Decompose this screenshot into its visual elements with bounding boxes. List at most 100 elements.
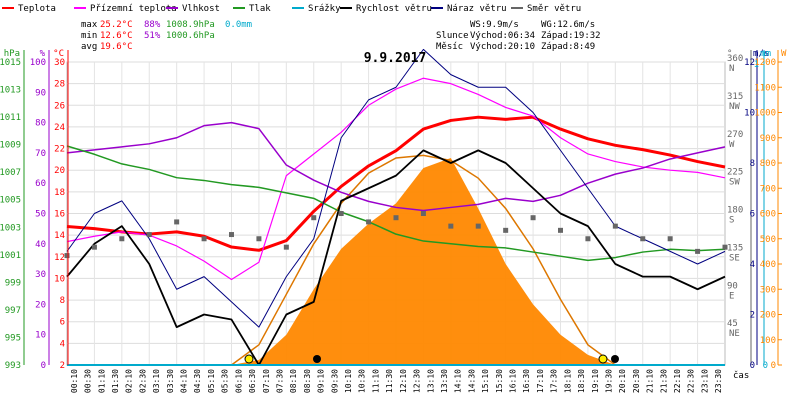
direction-tick-dir: SE — [729, 253, 740, 263]
humidity-tick-label: 60 — [35, 179, 46, 189]
temperature-tick-label: 10 — [54, 274, 65, 284]
wind-direction-point — [174, 219, 180, 225]
sun-moon-markers — [244, 354, 619, 364]
time-tick-label: 12:10 — [399, 369, 408, 393]
pressure-tick-label: 1003 — [0, 223, 21, 233]
pressure-tick-label: 1007 — [0, 168, 21, 178]
sun-rise: Východ:06:34 — [470, 31, 535, 41]
humidity-tick-label: 80 — [35, 119, 46, 129]
wind-direction-point — [667, 236, 673, 242]
wind-direction-point — [338, 211, 344, 216]
wind-gust-info: WG:12.6m/s — [541, 20, 595, 30]
legend-label: Rychlost větru — [356, 4, 432, 14]
wind-tick-label: 6 — [750, 210, 755, 220]
temperature-tick-label: 8 — [60, 296, 65, 306]
direction-tick-dir: S — [729, 216, 734, 226]
time-tick-label: 19:30 — [604, 369, 613, 393]
sunrise-marker — [244, 354, 254, 364]
direction-tick-dir: NE — [729, 329, 740, 339]
time-tick-label: 19:10 — [591, 369, 600, 393]
direction-tick-label: 135 — [727, 243, 743, 253]
moonset-marker — [313, 355, 321, 363]
time-tick-label: 11:10 — [371, 369, 380, 393]
pressure-tick-label: 995 — [5, 333, 21, 343]
series-layer — [64, 48, 728, 366]
wind-direction-point — [201, 236, 207, 242]
time-tick-label: 01:10 — [97, 369, 106, 393]
sun-set: Západ:19:32 — [541, 31, 601, 41]
wind-tick-label: 8 — [750, 159, 755, 169]
time-tick-label: 08:30 — [303, 369, 312, 393]
humidity-tick-label: 0 — [41, 361, 46, 371]
series-line-prizemni-teplota — [66, 77, 726, 281]
time-tick-label: 23:30 — [714, 369, 723, 393]
solar-tick-label: 300 — [760, 285, 776, 295]
time-tick-label: 06:10 — [234, 369, 243, 393]
solar-tick-label: 1100 — [754, 83, 776, 93]
solar-radiation-area — [67, 157, 725, 365]
temperature-tick-label: 20 — [54, 166, 65, 176]
legend-label: Náraz větru — [447, 4, 507, 14]
direction-tick-label: 315 — [727, 92, 743, 102]
direction-tick-label: 360 — [727, 54, 743, 64]
time-tick-label: 09:30 — [330, 369, 339, 393]
direction-tick-label: 90 — [727, 281, 738, 291]
legend-label: Vlhkost — [182, 4, 220, 14]
wind-tick-label: 12 — [744, 58, 755, 68]
wind-direction-point — [256, 236, 262, 242]
time-tick-label: 11:30 — [385, 369, 394, 393]
time-tick-label: 20:30 — [632, 369, 641, 393]
wind-direction-point — [311, 215, 317, 221]
time-tick-label: 04:30 — [193, 369, 202, 393]
wind-direction-point — [612, 223, 618, 229]
solar-tick-label: 800 — [760, 159, 776, 169]
solar-tick-label: 600 — [760, 210, 776, 220]
wind-direction-point — [475, 223, 481, 229]
direction-tick-label: 270 — [727, 130, 743, 140]
wind-direction-point — [229, 232, 234, 238]
time-tick-label: 10:30 — [358, 369, 367, 393]
temperature-tick-label: 24 — [54, 123, 65, 133]
time-tick-label: 21:30 — [659, 369, 668, 393]
wind-direction-point — [283, 244, 289, 250]
solar-tick-label: 400 — [760, 260, 776, 270]
solar-axis-unit: W — [781, 49, 787, 59]
time-tick-label: 06:30 — [248, 369, 257, 393]
wind-direction-point — [448, 223, 454, 229]
direction-tick-label: 225 — [727, 168, 743, 178]
time-tick-label: 15:30 — [495, 369, 504, 393]
direction-tick-dir: N — [729, 64, 734, 74]
solar-tick-label: 700 — [760, 184, 776, 194]
temperature-tick-label: 14 — [54, 231, 65, 241]
humidity-tick-label: 40 — [35, 240, 46, 250]
time-tick-label: 16:30 — [522, 369, 531, 393]
time-tick-label: 17:10 — [536, 369, 545, 393]
humidity-tick-label: 20 — [35, 300, 46, 310]
header-layer: 9.9.2017 max 25.2°C 88% 1008.9hPa 0.0mm … — [81, 20, 601, 66]
solar-tick-label: 500 — [760, 235, 776, 245]
direction-tick-dir: NW — [729, 102, 740, 112]
time-tick-label: 01:30 — [111, 369, 120, 393]
series-line-rychlost-vetru — [66, 149, 726, 366]
stat-max-press: 1008.9hPa — [166, 20, 215, 30]
wind-direction-point — [503, 227, 509, 233]
humidity-tick-label: 100 — [30, 58, 46, 68]
time-tick-label: 05:30 — [221, 369, 230, 393]
solar-tick-label: 200 — [760, 311, 776, 321]
time-tick-label: 12:30 — [413, 369, 422, 393]
time-tick-label: 02:10 — [125, 369, 134, 393]
humidity-tick-label: 10 — [35, 331, 46, 341]
sunset-marker — [598, 354, 608, 364]
stat-avg-temp: 19.6°C — [100, 42, 133, 52]
wind-tick-label: 4 — [750, 260, 755, 270]
solar-tick-label: 0 — [771, 361, 776, 371]
moon-rise: Východ:20:10 — [470, 42, 535, 52]
time-tick-label: 00:10 — [70, 369, 79, 393]
wind-direction-point — [393, 215, 399, 221]
temperature-tick-label: 4 — [60, 339, 65, 349]
pressure-tick-label: 1011 — [0, 113, 21, 123]
temperature-axis-unit: °C — [53, 49, 64, 59]
time-tick-label: 00:30 — [84, 369, 93, 393]
time-tick-label: 16:10 — [509, 369, 518, 393]
time-tick-label: 08:10 — [289, 369, 298, 393]
